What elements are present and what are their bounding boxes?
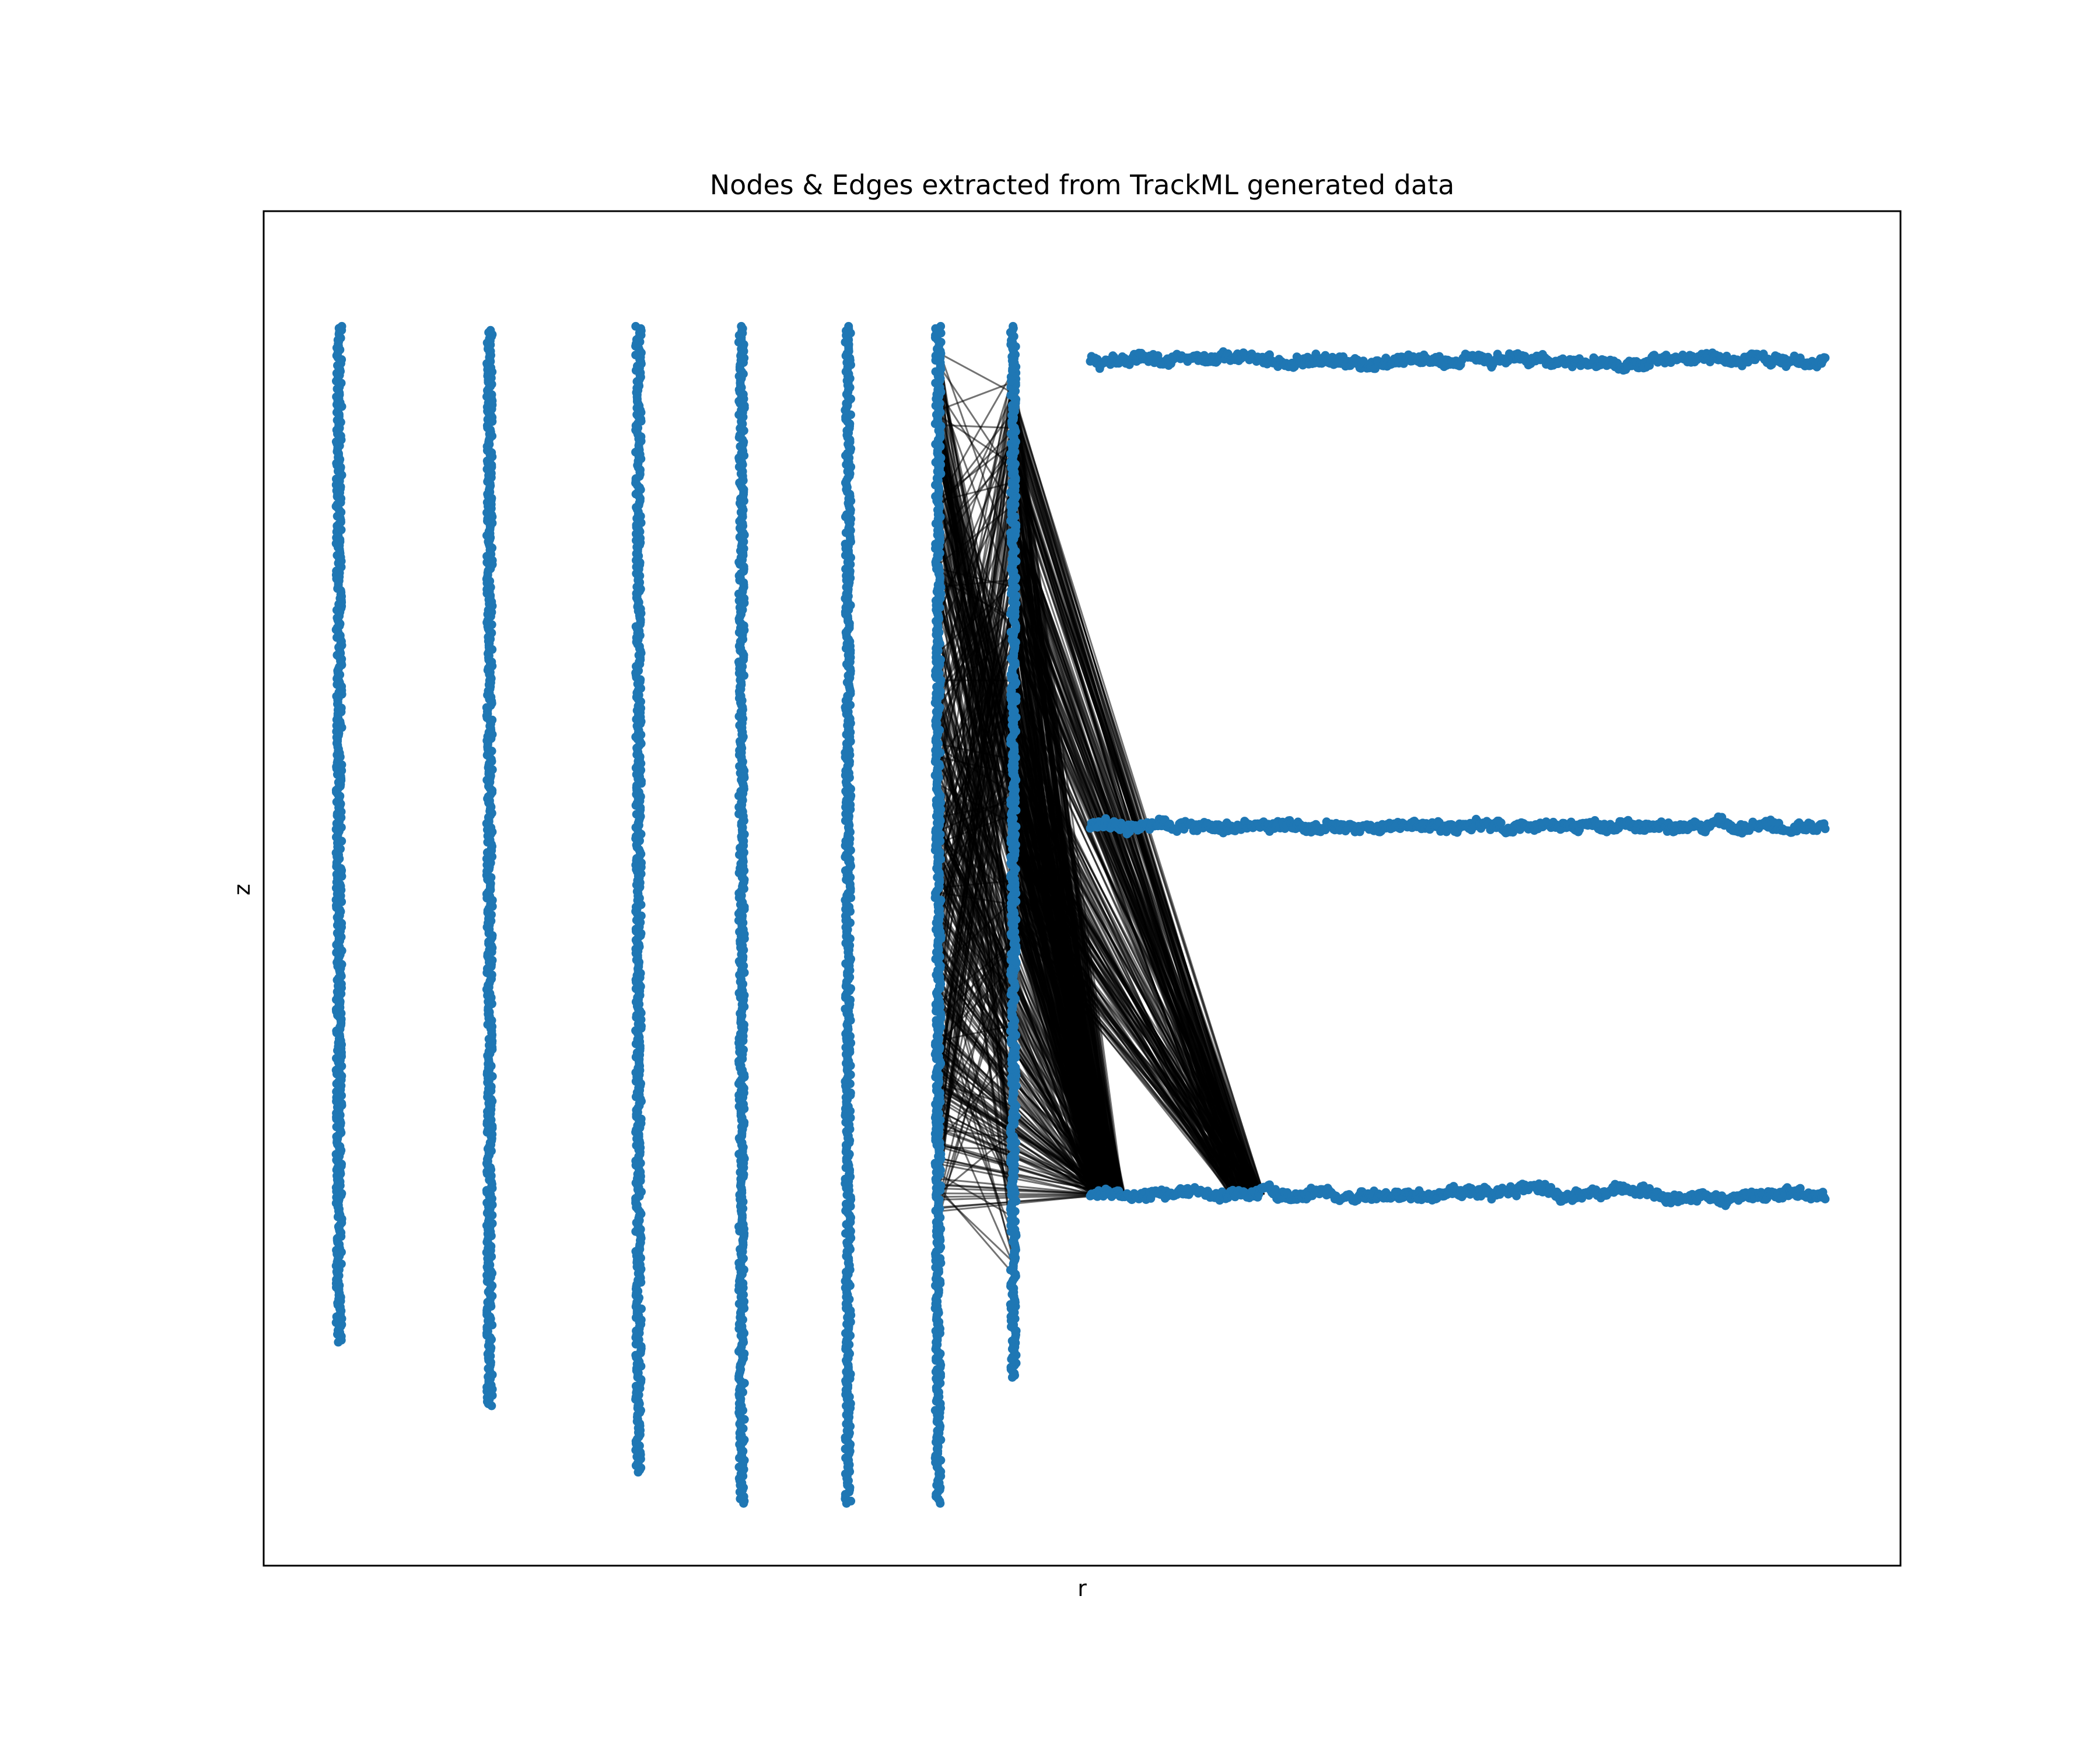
plot-area (331, 321, 1830, 1508)
node-point (737, 321, 746, 331)
edge-line (937, 1189, 1014, 1263)
edge-line (937, 825, 1121, 1195)
node-point (844, 321, 853, 331)
edge-line (1012, 710, 1254, 1195)
edge-line (1012, 394, 1265, 1195)
nodes-layer (331, 321, 1830, 1508)
node-point (337, 321, 346, 331)
edge-bundle (1012, 390, 1265, 1195)
node-point (1009, 321, 1018, 331)
edge-line (937, 1127, 1110, 1196)
node-point (936, 321, 946, 331)
edge-line (937, 447, 1124, 1195)
edge-line (1012, 643, 1255, 1195)
edge-line (937, 676, 1112, 1195)
barrel-layer-nodes (841, 321, 856, 1508)
edge-line (1012, 404, 1251, 1195)
barrel-layer-nodes (930, 321, 946, 1508)
edge-line (937, 1091, 1014, 1265)
edge-line (937, 1143, 1104, 1196)
node-point (631, 321, 640, 331)
edge-line (1012, 631, 1262, 1195)
barrel-layer-nodes (331, 321, 346, 1347)
endcap-layer-nodes (1086, 347, 1830, 375)
edges-layer (937, 331, 1265, 1275)
barrel-layer-nodes (631, 321, 646, 1477)
edge-line (937, 729, 1117, 1195)
edge-line (937, 381, 1014, 411)
node-point (486, 326, 495, 335)
barrel-layer-nodes (482, 326, 497, 1410)
edge-line (1012, 585, 1261, 1195)
barrel-layer-nodes (734, 321, 749, 1508)
edge-line (1012, 677, 1262, 1195)
barrel-layer-nodes (1006, 321, 1021, 1382)
edge-line (937, 980, 1104, 1195)
edge-line (937, 1041, 1108, 1195)
edge-line (1012, 580, 1245, 1195)
edge-bundle (937, 360, 1126, 1213)
edge-line (938, 1183, 1104, 1196)
edge-line (1012, 437, 1258, 1195)
edge-line (1012, 764, 1255, 1195)
edge-line (937, 822, 1106, 1195)
edge-line (937, 473, 1124, 1195)
edge-line (1012, 802, 1257, 1195)
edge-line (937, 363, 1014, 478)
